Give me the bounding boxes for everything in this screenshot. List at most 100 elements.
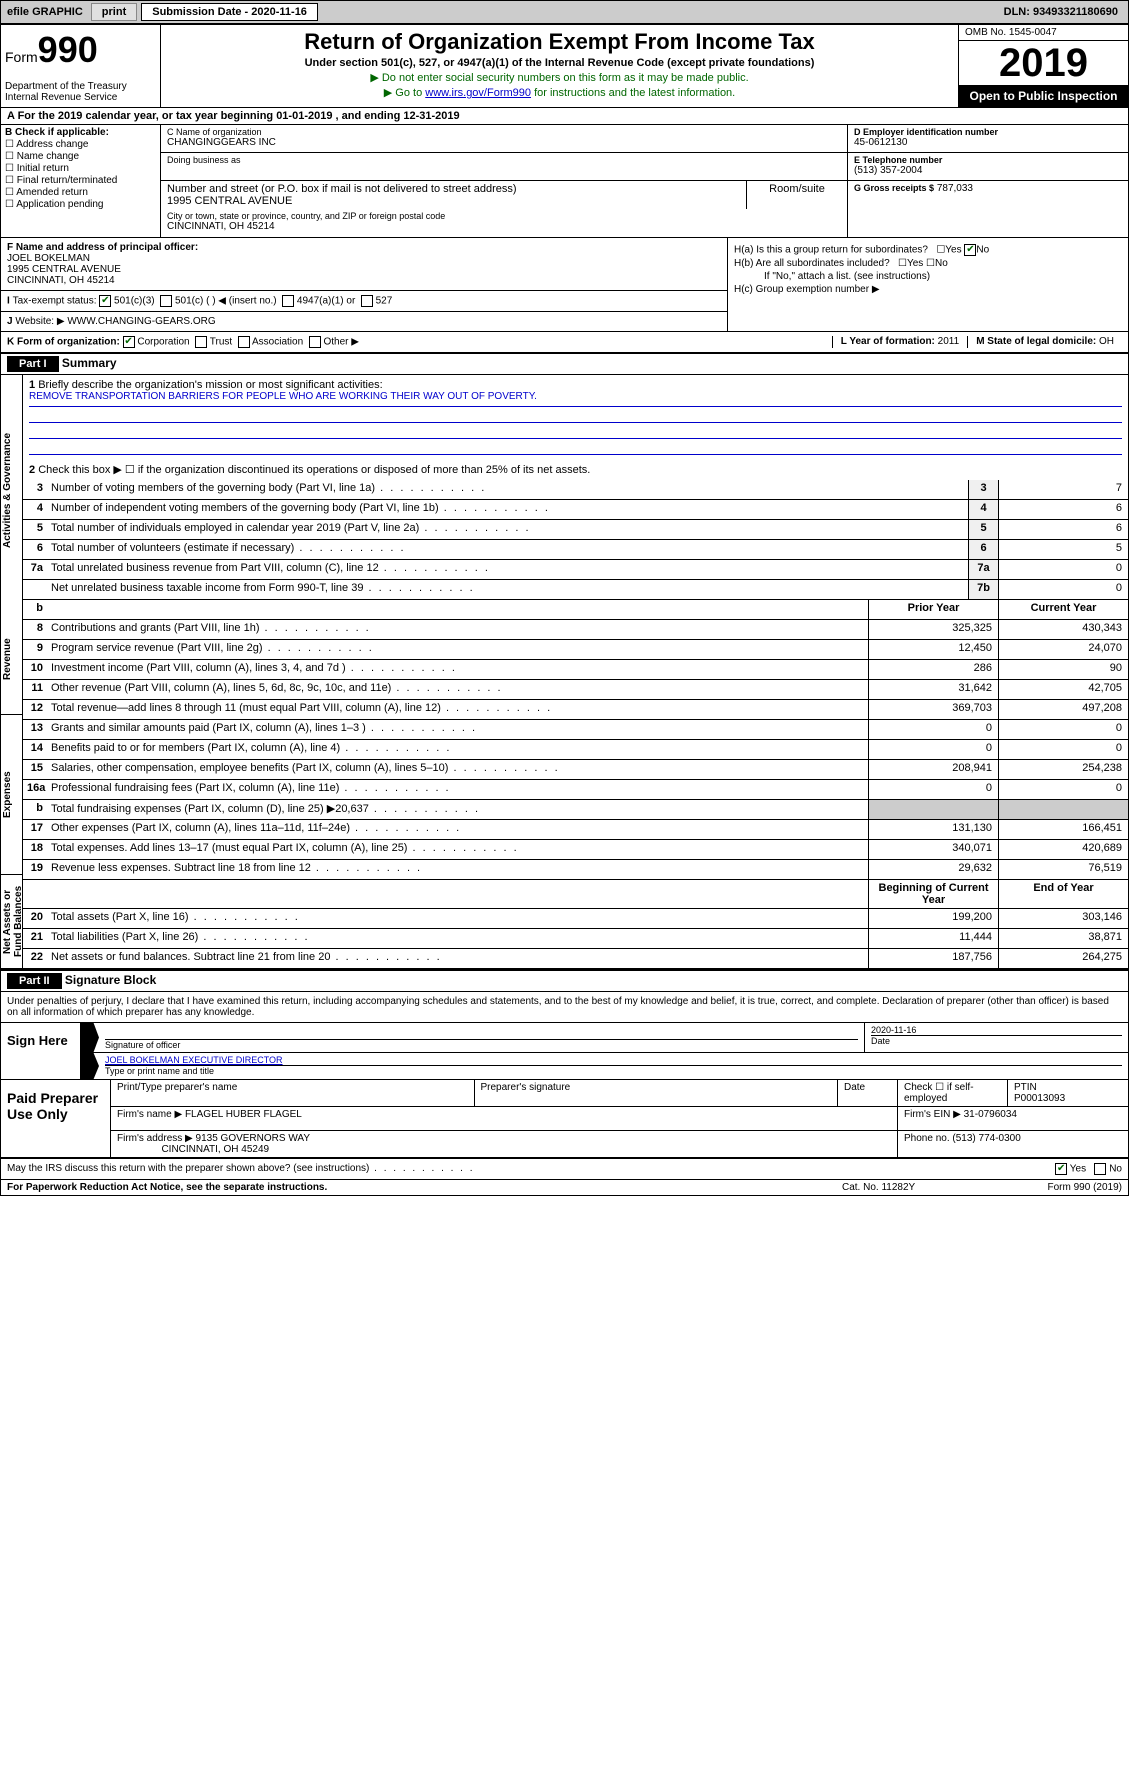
tax-year: 2019 bbox=[959, 41, 1128, 85]
i-label: Tax-exempt status: bbox=[13, 296, 97, 307]
firm-name: FLAGEL HUBER FLAGEL bbox=[185, 1109, 302, 1120]
mission-section: 1 Briefly describe the organization's mi… bbox=[23, 375, 1128, 459]
summary-line: 14Benefits paid to or for members (Part … bbox=[23, 740, 1128, 760]
chk-amended-return[interactable]: ☐ Amended return bbox=[5, 187, 156, 198]
goto-post: for instructions and the latest informat… bbox=[531, 87, 735, 99]
mission-blank2 bbox=[29, 423, 1122, 439]
section-d-e-g: D Employer identification number 45-0612… bbox=[848, 125, 1128, 237]
chk-other[interactable] bbox=[309, 336, 321, 348]
k-label: K Form of organization: bbox=[7, 337, 120, 348]
pra-notice: For Paperwork Reduction Act Notice, see … bbox=[7, 1182, 842, 1193]
part1-title: Summary bbox=[62, 356, 117, 370]
hb-label: H(b) Are all subordinates included? bbox=[734, 258, 890, 269]
summary-line: 7aTotal unrelated business revenue from … bbox=[23, 560, 1128, 580]
city-label: City or town, state or province, country… bbox=[167, 211, 841, 221]
form-subtitle: Under section 501(c), 527, or 4947(a)(1)… bbox=[165, 57, 954, 69]
officer-addr1: 1995 CENTRAL AVENUE bbox=[7, 264, 721, 275]
summary-line: 4Number of independent voting members of… bbox=[23, 500, 1128, 520]
org-name: CHANGINGGEARS INC bbox=[167, 137, 841, 148]
org-address: 1995 CENTRAL AVENUE bbox=[167, 195, 740, 207]
gross-receipts-value: 787,033 bbox=[937, 183, 973, 194]
type-name-label: Type or print name and title bbox=[105, 1065, 1122, 1076]
info-grid: B Check if applicable: ☐ Address change … bbox=[1, 125, 1128, 238]
f-label: F Name and address of principal officer: bbox=[7, 242, 721, 253]
summary-line: bTotal fundraising expenses (Part IX, co… bbox=[23, 800, 1128, 820]
summary-line: 10Investment income (Part VIII, column (… bbox=[23, 660, 1128, 680]
q2-line: 2 Check this box ▶ ☐ if the organization… bbox=[23, 459, 1128, 480]
chk-final-return[interactable]: ☐ Final return/terminated bbox=[5, 175, 156, 186]
org-city: CINCINNATI, OH 45214 bbox=[167, 221, 841, 232]
firm-ein-label: Firm's EIN ▶ bbox=[904, 1109, 961, 1120]
officer-name: JOEL BOKELMAN bbox=[7, 253, 721, 264]
chk-application-pending[interactable]: ☐ Application pending bbox=[5, 199, 156, 210]
form-word: Form bbox=[5, 49, 38, 65]
gross-receipts-label: G Gross receipts $ bbox=[854, 183, 934, 193]
summary-line: 13Grants and similar amounts paid (Part … bbox=[23, 720, 1128, 740]
b-label: B Check if applicable: bbox=[5, 127, 156, 138]
form-ref: Form 990 (2019) bbox=[992, 1182, 1122, 1193]
summary-line: Net unrelated business taxable income fr… bbox=[23, 580, 1128, 600]
summary-line: 9Program service revenue (Part VIII, lin… bbox=[23, 640, 1128, 660]
firm-phone-label: Phone no. bbox=[904, 1133, 950, 1144]
revenue-rows: 8Contributions and grants (Part VIII, li… bbox=[23, 620, 1128, 720]
mission-text: REMOVE TRANSPORTATION BARRIERS FOR PEOPL… bbox=[29, 391, 1122, 407]
chk-4947[interactable] bbox=[282, 295, 294, 307]
ha-label: H(a) Is this a group return for subordin… bbox=[734, 245, 928, 256]
ptin-value: P00013093 bbox=[1014, 1093, 1065, 1104]
summary-line: 20Total assets (Part X, line 16)199,2003… bbox=[23, 909, 1128, 929]
chk-address-change[interactable]: ☐ Address change bbox=[5, 139, 156, 150]
form-footer: For Paperwork Reduction Act Notice, see … bbox=[1, 1180, 1128, 1195]
l-label: L Year of formation: bbox=[841, 336, 935, 347]
sign-here-block: Sign Here Signature of officer 2020-11-1… bbox=[1, 1023, 1128, 1080]
net-asset-rows: 20Total assets (Part X, line 16)199,2003… bbox=[23, 909, 1128, 969]
chk-trust[interactable] bbox=[195, 336, 207, 348]
sign-here-label: Sign Here bbox=[1, 1023, 81, 1079]
ein-label: D Employer identification number bbox=[854, 127, 1122, 137]
paid-preparer-block: Paid Preparer Use Only Print/Type prepar… bbox=[1, 1080, 1128, 1159]
part2-header: Part II bbox=[7, 973, 62, 989]
part1-header: Part I bbox=[7, 356, 59, 372]
ptin-label: PTIN bbox=[1014, 1082, 1037, 1093]
sig-officer-label: Signature of officer bbox=[105, 1039, 858, 1050]
summary-line: 19Revenue less expenses. Subtract line 1… bbox=[23, 860, 1128, 880]
chk-corporation[interactable] bbox=[123, 336, 135, 348]
summary-line: 16aProfessional fundraising fees (Part I… bbox=[23, 780, 1128, 800]
section-f-officer: F Name and address of principal officer:… bbox=[1, 238, 727, 291]
top-toolbar: efile GRAPHIC print Submission Date - 20… bbox=[0, 0, 1129, 24]
print-button[interactable]: print bbox=[91, 3, 137, 21]
side-expenses: Expenses bbox=[1, 715, 22, 875]
begin-year-hdr: Beginning of Current Year bbox=[868, 880, 998, 908]
form-990-container: Form990 Department of the Treasury Inter… bbox=[0, 24, 1129, 1196]
part2-title: Signature Block bbox=[65, 973, 156, 987]
sig-arrow-icon-2 bbox=[81, 1053, 99, 1079]
l-value: 2011 bbox=[938, 336, 960, 347]
discuss-text: May the IRS discuss this return with the… bbox=[7, 1163, 369, 1174]
discuss-no[interactable] bbox=[1094, 1163, 1106, 1175]
side-governance: Activities & Governance bbox=[1, 375, 22, 605]
chk-527[interactable] bbox=[361, 295, 373, 307]
current-year-hdr: Current Year bbox=[998, 600, 1128, 619]
col-header-row: b Prior Year Current Year bbox=[23, 600, 1128, 620]
chk-501c3[interactable] bbox=[99, 295, 111, 307]
side-net-assets: Net Assets or Fund Balances bbox=[1, 875, 22, 969]
chk-association[interactable] bbox=[238, 336, 250, 348]
firm-city: CINCINNATI, OH 45249 bbox=[161, 1144, 269, 1155]
firm-phone: (513) 774-0300 bbox=[952, 1133, 1020, 1144]
form-title: Return of Organization Exempt From Incom… bbox=[165, 29, 954, 55]
officer-addr2: CINCINNATI, OH 45214 bbox=[7, 275, 721, 286]
discuss-row: May the IRS discuss this return with the… bbox=[1, 1159, 1128, 1180]
phone-value: (513) 357-2004 bbox=[854, 165, 1122, 176]
ha-no[interactable] bbox=[964, 244, 976, 256]
firm-addr-label: Firm's address ▶ bbox=[117, 1133, 193, 1144]
form-num: 990 bbox=[38, 29, 98, 70]
prep-sig-label: Preparer's signature bbox=[475, 1080, 839, 1106]
chk-name-change[interactable]: ☐ Name change bbox=[5, 151, 156, 162]
room-label: Room/suite bbox=[753, 183, 841, 195]
irs-link[interactable]: www.irs.gov/Form990 bbox=[425, 87, 531, 99]
chk-initial-return[interactable]: ☐ Initial return bbox=[5, 163, 156, 174]
discuss-yes[interactable] bbox=[1055, 1163, 1067, 1175]
form-number: Form990 bbox=[5, 29, 156, 71]
chk-501c[interactable] bbox=[160, 295, 172, 307]
expense-rows: 13Grants and similar amounts paid (Part … bbox=[23, 720, 1128, 880]
org-name-label: C Name of organization bbox=[167, 127, 841, 137]
